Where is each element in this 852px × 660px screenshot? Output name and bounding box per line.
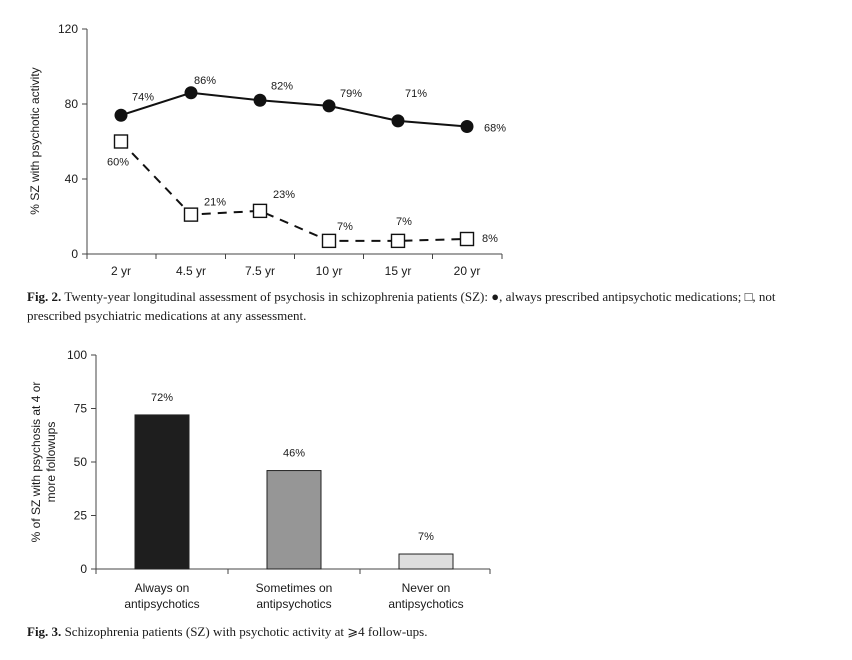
y-tick-label: 0 <box>80 562 87 576</box>
y-tick-label: 40 <box>65 172 79 186</box>
series-never-point <box>113 134 129 149</box>
x-tick-label: 2 yr <box>111 264 131 278</box>
series-never-point <box>183 207 199 222</box>
series-always-point <box>184 86 198 100</box>
bar <box>398 553 454 570</box>
x-tick-label: antipsychotics <box>124 597 199 611</box>
series-always-data-label: 74% <box>132 91 154 103</box>
series-never-point <box>252 203 268 219</box>
y-tick-label: 100 <box>67 348 87 362</box>
longitudinal-psychosis-line-chart: 0 40 80 120 2 yr 4.5 yr 7.5 yr 10 yr 15 yr 20 yr%… <box>28 22 506 278</box>
series-never-point <box>321 233 337 249</box>
bar-data-label: 7% <box>418 531 434 543</box>
fig2-caption-text: Twenty-year longitudinal assessment of p… <box>27 289 776 323</box>
bar-data-label: 46% <box>283 448 305 460</box>
fig2-caption: Fig. 2. Twenty-year longitudinal assessm… <box>27 287 827 325</box>
y-tick-label: 80 <box>65 97 79 111</box>
series-never-data-label: 7% <box>396 216 412 228</box>
series-always-data-label: 82% <box>271 80 293 92</box>
fig3-caption-label: Fig. 3. <box>27 624 62 639</box>
x-tick-label: 20 yr <box>454 264 481 278</box>
series-always-data-label: 68% <box>484 123 506 135</box>
fig3-caption-text: Schizophrenia patients (SZ) with psychot… <box>64 624 428 639</box>
x-tick-label: 15 yr <box>385 264 412 278</box>
series-always-point <box>391 114 405 128</box>
series-always-point <box>114 108 128 122</box>
series-always-point <box>322 99 336 113</box>
series-never-data-label: 60% <box>107 157 129 169</box>
bar-data-label: 72% <box>151 392 173 404</box>
series-always-data-label: 71% <box>405 88 427 100</box>
series-never-data-label: 7% <box>337 221 353 233</box>
series-always-point <box>460 120 474 133</box>
y-tick-label: 25 <box>74 509 88 523</box>
bar <box>266 470 322 570</box>
y-tick-label: 50 <box>74 455 88 469</box>
fig3-caption: Fig. 3. Schizophrenia patients (SZ) with… <box>27 622 827 641</box>
y-tick-label: 120 <box>58 22 78 36</box>
series-never-data-label: 8% <box>482 233 498 245</box>
y-axis-label: % of SZ with psychosis at 4 ormore follo… <box>29 382 58 543</box>
x-tick-label: Sometimes on <box>256 581 333 595</box>
x-tick-label: antipsychotics <box>256 597 331 611</box>
y-axis-label-line-2: more followups <box>44 422 58 503</box>
series-always-line <box>120 91 468 128</box>
x-tick-label: Never on <box>402 581 451 595</box>
y-tick-label: 75 <box>74 402 88 416</box>
series-never-point <box>459 231 475 247</box>
series-never-data-label: 21% <box>204 197 226 209</box>
y-axis-label-line-1: % of SZ with psychosis at 4 or <box>29 382 43 543</box>
series-always-data-label: 86% <box>194 75 216 87</box>
series-never-line <box>120 140 468 242</box>
psychosis-followups-bar-chart: 0 25 50 75 100 72% Always on antipsychotics 46% S… <box>29 348 491 611</box>
y-axis-label: % SZ with psychotic activity <box>28 67 42 214</box>
x-tick-label: antipsychotics <box>388 597 463 611</box>
x-tick-label: Always on <box>135 581 190 595</box>
series-never-point <box>390 233 406 249</box>
y-tick-label: 0 <box>71 247 78 261</box>
series-never-data-label: 23% <box>273 189 295 201</box>
x-tick-label: 7.5 yr <box>245 264 275 278</box>
bar <box>134 414 190 570</box>
x-tick-label: 4.5 yr <box>176 264 206 278</box>
fig2-caption-label: Fig. 2. <box>27 289 62 304</box>
series-always-point <box>253 93 267 107</box>
x-tick-label: 10 yr <box>316 264 343 278</box>
series-always-data-label: 79% <box>340 88 362 100</box>
